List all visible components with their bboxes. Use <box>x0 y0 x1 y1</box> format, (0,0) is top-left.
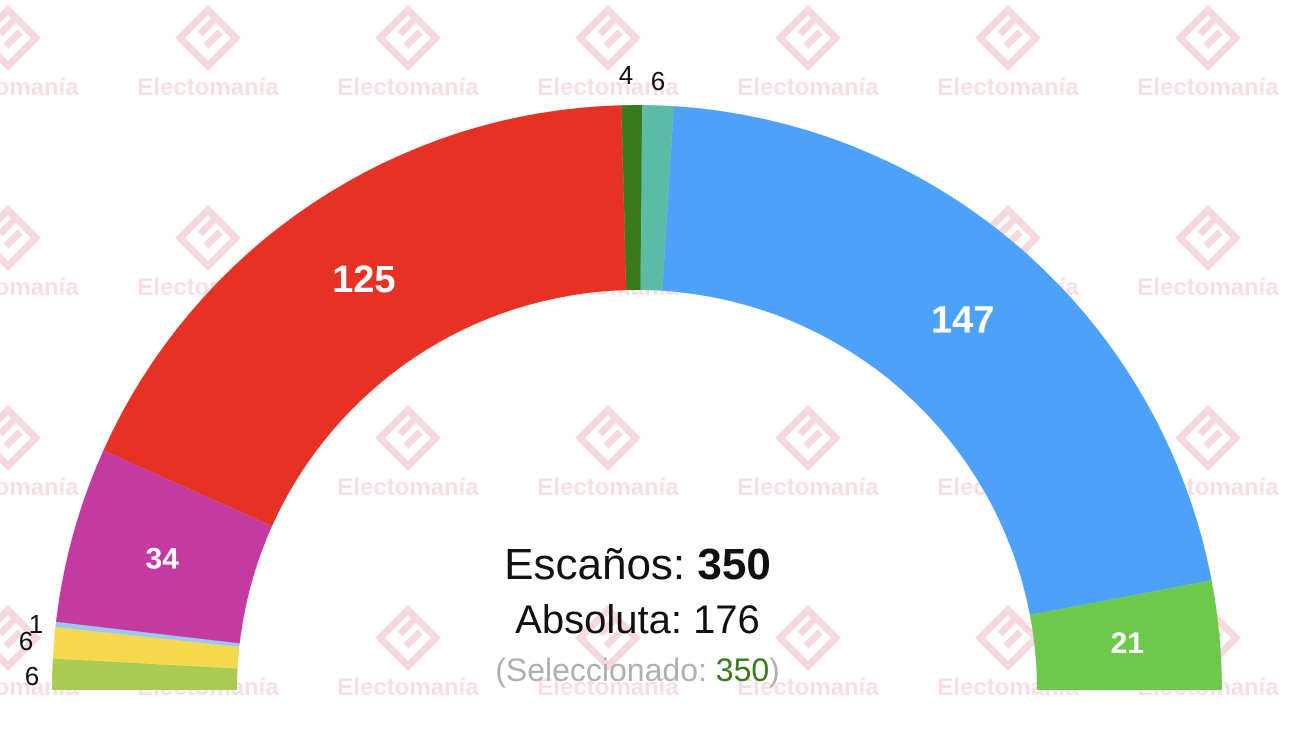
hemicycle-slice[interactable] <box>55 450 273 644</box>
hemicycle-slice[interactable] <box>1029 580 1222 690</box>
slice-value-label: 125 <box>332 259 395 301</box>
selected-open: (Seleccionado: <box>495 652 716 688</box>
hemicycle-slice[interactable] <box>55 621 240 647</box>
slice-value-label: 147 <box>931 300 994 342</box>
hemicycle-slice[interactable] <box>662 106 1212 616</box>
selected-close: ) <box>769 652 780 688</box>
seats-summary: Escaños: 350 <box>0 540 1275 590</box>
slice-value-label: 21 <box>1111 627 1144 660</box>
slice-value-label: 4 <box>619 60 633 90</box>
hemicycle-slice[interactable] <box>640 105 674 291</box>
slice-value-label: 1 <box>29 609 43 639</box>
hemicycle-slice[interactable] <box>52 627 240 669</box>
selected-value: 350 <box>715 652 770 688</box>
slice-value-label: 6 <box>651 66 665 96</box>
absolute-majority: Absoluta: 176 <box>0 598 1275 643</box>
hemicycle-slice[interactable] <box>103 105 627 527</box>
absolute-label: Absoluta: <box>515 598 694 642</box>
hemicycle-slice[interactable] <box>52 658 238 690</box>
seats-label: Escaños: <box>504 540 698 589</box>
hemicycle-slice[interactable] <box>621 104 643 291</box>
absolute-value: 176 <box>693 598 760 642</box>
selected-summary: (Seleccionado: 350) <box>0 652 1275 689</box>
seats-total: 350 <box>697 540 771 589</box>
slice-value-label: 6 <box>19 626 33 656</box>
slice-value-label: 34 <box>146 542 180 575</box>
slice-value-label: 6 <box>25 661 39 691</box>
